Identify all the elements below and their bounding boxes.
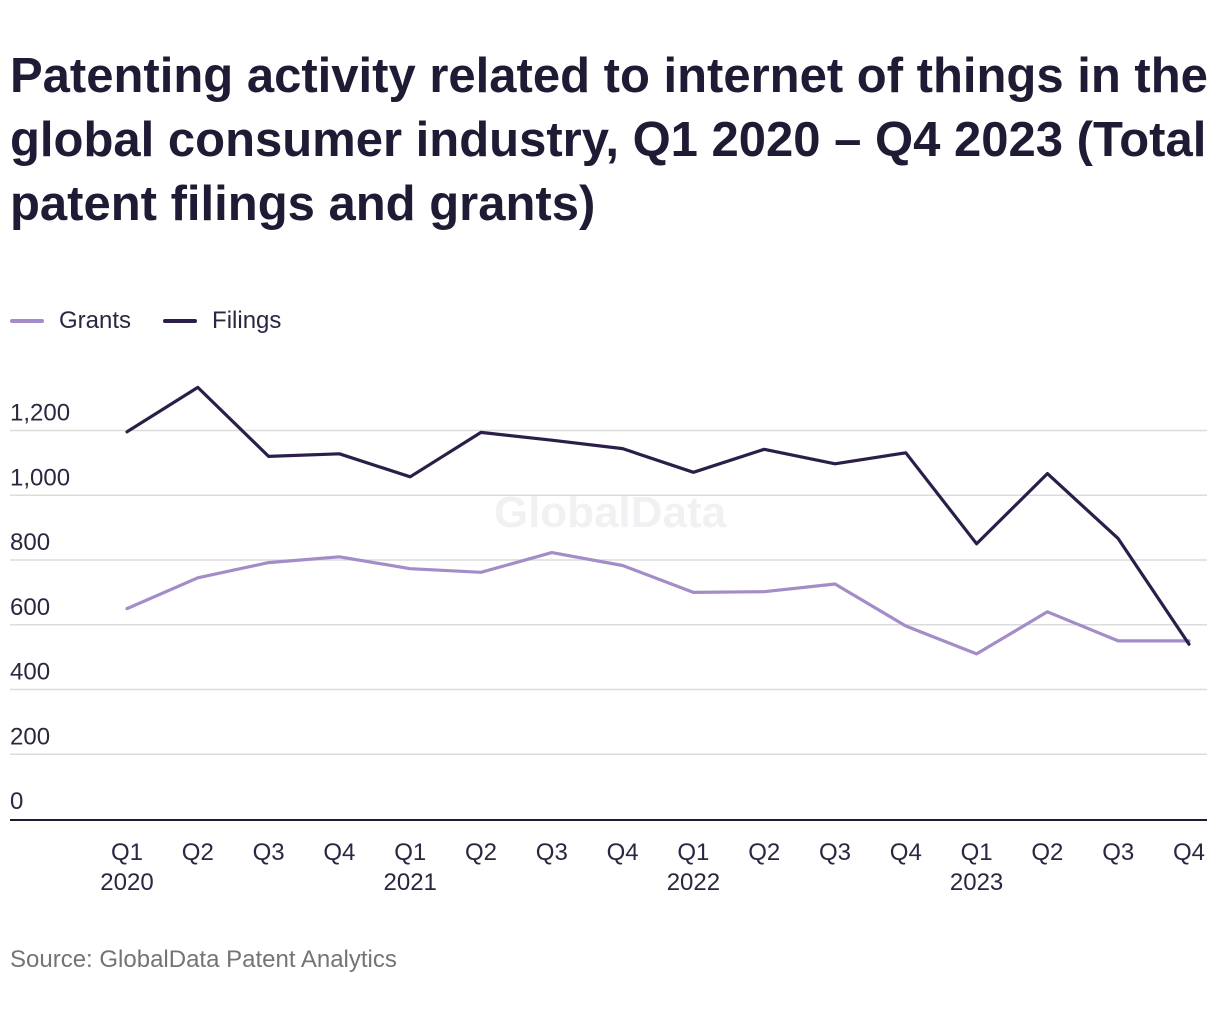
watermark: GlobalData [494,488,727,537]
x-tick-label: Q4 [323,839,355,866]
x-tick-year-label: 2023 [950,869,1003,896]
x-tick-label: Q3 [253,839,285,866]
y-tick-label: 200 [10,723,50,750]
x-tick-label: Q2 [748,839,780,866]
y-axis-labels: 0 200 400 600 800 1,000 1,200 [10,400,70,816]
x-tick-label: Q1 [394,839,426,866]
x-tick-label: Q4 [1173,839,1205,866]
y-tick-label: 600 [10,594,50,621]
source-note: Source: GlobalData Patent Analytics [10,946,397,973]
x-tick-label: Q1 [111,839,143,866]
legend-item-filings[interactable]: Filings [163,307,281,335]
y-tick-label: 1,200 [10,400,70,427]
x-tick-label: Q2 [1031,839,1063,866]
x-tick-label: Q4 [890,839,922,866]
y-tick-label: 0 [10,788,23,815]
x-tick-year-label: 2021 [384,869,437,896]
chart-title: Patenting activity related to internet o… [10,49,1208,231]
x-axis-labels: Q1 2020 Q2 Q3 Q4 Q1 2021 Q2 Q3 Q4 Q1 2022 Q2 Q3 Q4 Q1 20… [100,839,1205,896]
x-tick-label: Q3 [819,839,851,866]
legend-swatch-grants [10,319,44,323]
x-tick-label: Q1 [961,839,993,866]
legend-swatch-filings [163,319,198,323]
x-tick-label: Q3 [1102,839,1134,866]
grid-lines [10,429,1207,755]
x-tick-label: Q2 [465,839,497,866]
series-line-filings [125,385,1191,646]
legend-label-grants: Grants [59,307,132,334]
x-tick-year-label: 2020 [100,869,153,896]
legend-item-grants[interactable]: Grants [10,307,131,335]
y-tick-label: 1,000 [10,464,70,491]
x-tick-label: Q2 [182,839,214,866]
legend-label-filings: Filings [212,307,282,334]
x-tick-label: Q1 [677,839,709,866]
x-tick-label: Q4 [607,839,639,866]
y-tick-label: 400 [10,659,50,686]
legend: Grants Filings [10,306,313,336]
y-tick-label: 800 [10,529,50,556]
x-tick-year-label: 2022 [667,869,720,896]
series-line-grants [125,550,1191,656]
series-lines [125,385,1191,656]
x-tick-label: Q3 [536,839,568,866]
